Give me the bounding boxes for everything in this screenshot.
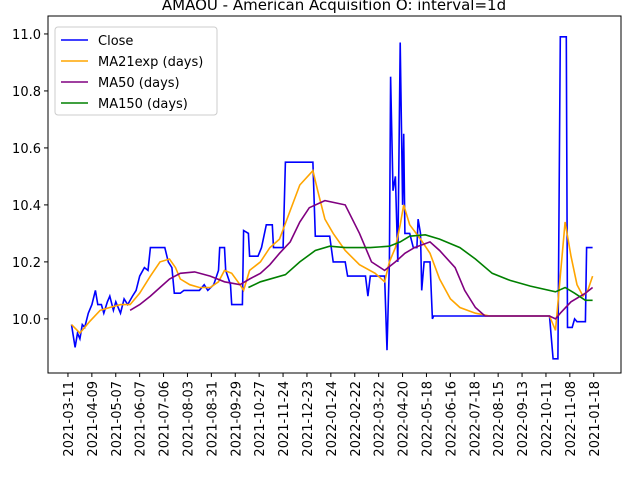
x-tick-label: 2022-06-16 (444, 381, 459, 457)
series-line (129, 199, 594, 320)
x-tick-label: 2022-11-08 (564, 381, 579, 457)
chart-title: AMAOU - American Acquisition O: interval… (162, 0, 506, 14)
x-tick-label: 2021-09-29 (229, 381, 244, 457)
plot-frame (47, 15, 622, 374)
x-tick-label: 2022-05-18 (420, 381, 435, 457)
x-tick-label: 2022-03-22 (373, 381, 388, 457)
y-tick-label: 11.0 (12, 28, 41, 43)
x-tick-label: 2021-05-07 (110, 381, 125, 457)
x-tick-label: 2021-01-18 (588, 381, 603, 457)
series-line (70, 36, 593, 360)
legend-label: MA150 (days) (98, 97, 188, 112)
legend-label: MA50 (days) (98, 76, 180, 91)
y-tick-label: 10.4 (12, 199, 41, 214)
legend-label: Close (98, 34, 133, 49)
x-tick-label: 2021-04-09 (86, 381, 101, 457)
x-tick-label: 2022-07-18 (468, 381, 483, 457)
x-tick-label: 2022-10-11 (540, 381, 555, 457)
x-tick-label: 2022-01-24 (325, 381, 340, 457)
x-tick-label: 2021-08-31 (205, 381, 220, 457)
y-tick-label: 10.2 (12, 256, 41, 271)
x-tick-label: 2022-09-13 (516, 381, 531, 457)
y-tick-label: 10.6 (12, 142, 41, 157)
y-tick-label: 10.0 (12, 313, 41, 328)
x-tick-label: 2021-12-23 (301, 381, 316, 457)
series-line (248, 233, 593, 302)
x-tick-label: 2022-08-15 (492, 381, 507, 457)
x-tick-label: 2022-02-22 (349, 381, 364, 457)
x-tick-label: 2021-06-07 (134, 381, 149, 457)
y-tick-label: 10.8 (12, 85, 41, 100)
x-tick-label: 2021-03-11 (62, 381, 77, 457)
legend-box (54, 26, 218, 116)
x-tick-label: 2021-10-27 (253, 381, 268, 457)
x-tick-label: 2021-11-24 (277, 381, 292, 457)
x-tick-label: 2021-08-03 (181, 381, 196, 457)
legend-label: MA21exp (days) (98, 55, 203, 70)
x-tick-label: 2022-04-20 (397, 381, 412, 457)
x-tick-label: 2021-07-06 (158, 381, 173, 457)
